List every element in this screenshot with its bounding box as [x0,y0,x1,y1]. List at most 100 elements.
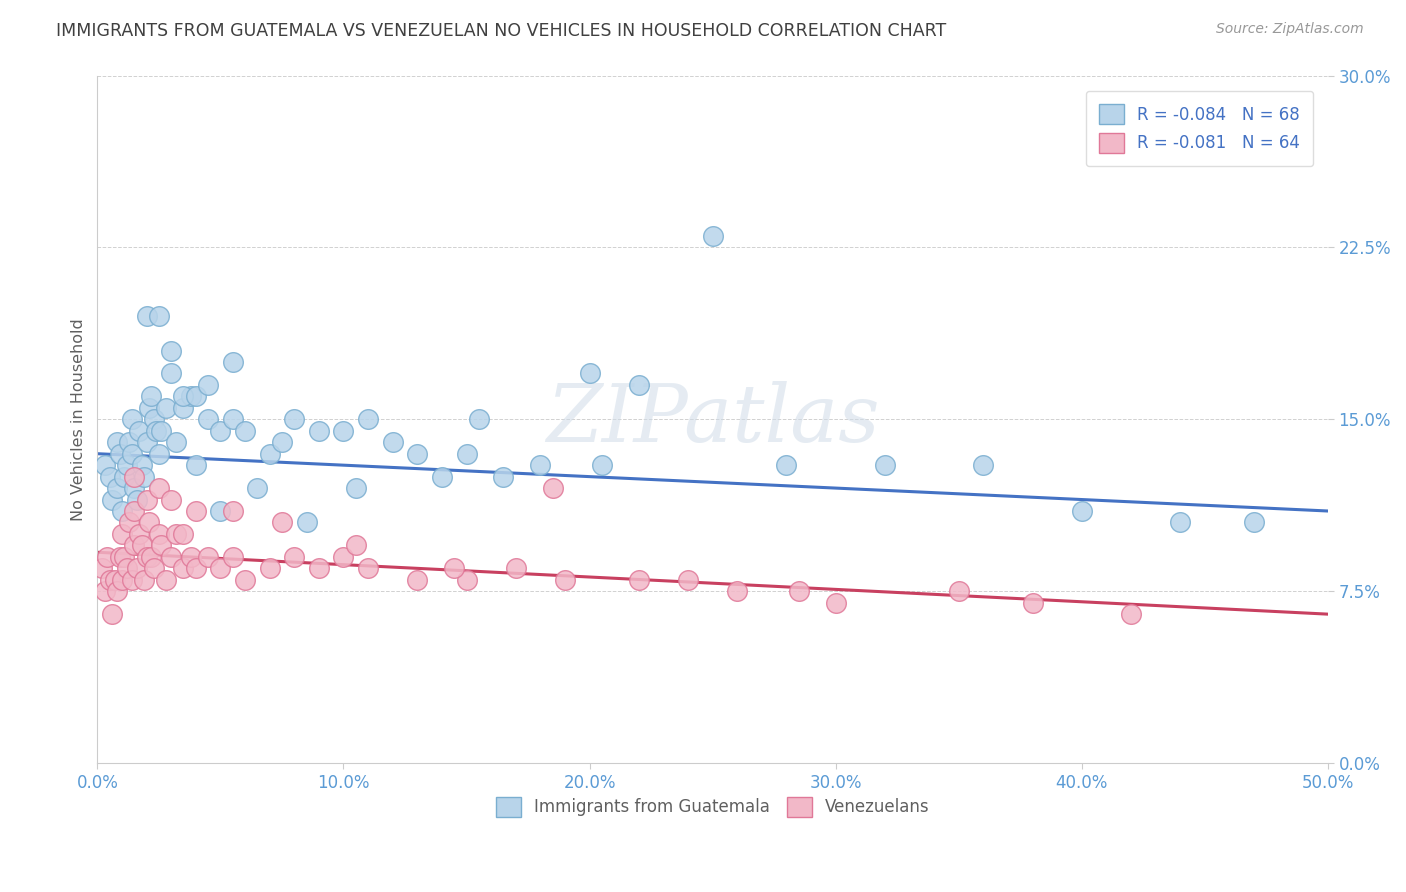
Point [111,504,134,518]
Point [122,504,145,518]
Point [148,481,170,495]
Point [406,447,429,461]
Point [676,573,699,587]
Point [112,549,135,564]
Point [160,367,183,381]
Point [125,492,148,507]
Point [233,424,256,438]
Point [246,481,269,495]
Point [1168,516,1191,530]
Point [332,549,354,564]
Point [121,412,143,426]
Point [627,378,650,392]
Point [357,412,380,426]
Point [128,424,150,438]
Point [115,458,138,472]
Point [135,549,157,564]
Point [197,378,219,392]
Point [283,412,305,426]
Point [135,492,157,507]
Point [283,549,305,564]
Point [430,469,453,483]
Point [271,435,294,450]
Point [141,549,163,564]
Point [132,573,155,587]
Point [197,549,219,564]
Point [143,412,166,426]
Point [554,573,576,587]
Point [1119,607,1142,622]
Point [308,561,330,575]
Point [541,481,564,495]
Point [184,504,207,518]
Point [93,458,115,472]
Point [173,389,195,403]
Point [209,504,232,518]
Point [271,516,294,530]
Point [143,561,166,575]
Point [101,492,124,507]
Point [138,516,160,530]
Point [150,538,173,552]
Point [98,469,121,483]
Point [381,435,404,450]
Point [1021,596,1043,610]
Point [725,584,748,599]
Point [492,469,515,483]
Point [138,401,160,415]
Point [122,469,145,483]
Point [115,561,138,575]
Point [456,573,478,587]
Text: ZIPatlas: ZIPatlas [546,381,879,458]
Point [357,561,380,575]
Point [103,573,125,587]
Point [160,492,183,507]
Point [165,435,187,450]
Point [132,469,155,483]
Point [627,573,650,587]
Point [135,435,157,450]
Point [105,435,128,450]
Point [332,424,354,438]
Point [775,458,797,472]
Point [972,458,994,472]
Point [184,561,207,575]
Point [184,458,207,472]
Text: IMMIGRANTS FROM GUATEMALA VS VENEZUELAN NO VEHICLES IN HOUSEHOLD CORRELATION CHA: IMMIGRANTS FROM GUATEMALA VS VENEZUELAN … [56,22,946,40]
Point [111,527,134,541]
Point [122,538,145,552]
Point [148,447,170,461]
Point [160,343,183,358]
Point [118,435,141,450]
Point [948,584,970,599]
Point [108,447,131,461]
Point [105,584,128,599]
Point [259,561,281,575]
Point [105,481,128,495]
Point [141,389,163,403]
Point [180,389,202,403]
Point [148,527,170,541]
Point [121,573,143,587]
Point [456,447,478,461]
Point [160,549,183,564]
Legend: Immigrants from Guatemala, Venezuelans: Immigrants from Guatemala, Venezuelans [489,790,936,823]
Point [787,584,810,599]
Point [118,516,141,530]
Y-axis label: No Vehicles in Household: No Vehicles in Household [72,318,86,521]
Point [209,424,232,438]
Point [155,573,177,587]
Point [468,412,491,426]
Point [529,458,551,472]
Point [578,367,600,381]
Text: Source: ZipAtlas.com: Source: ZipAtlas.com [1216,22,1364,37]
Point [173,401,195,415]
Point [173,561,195,575]
Point [98,573,121,587]
Point [112,469,135,483]
Point [150,424,173,438]
Point [259,447,281,461]
Point [295,516,318,530]
Point [873,458,896,472]
Point [180,549,202,564]
